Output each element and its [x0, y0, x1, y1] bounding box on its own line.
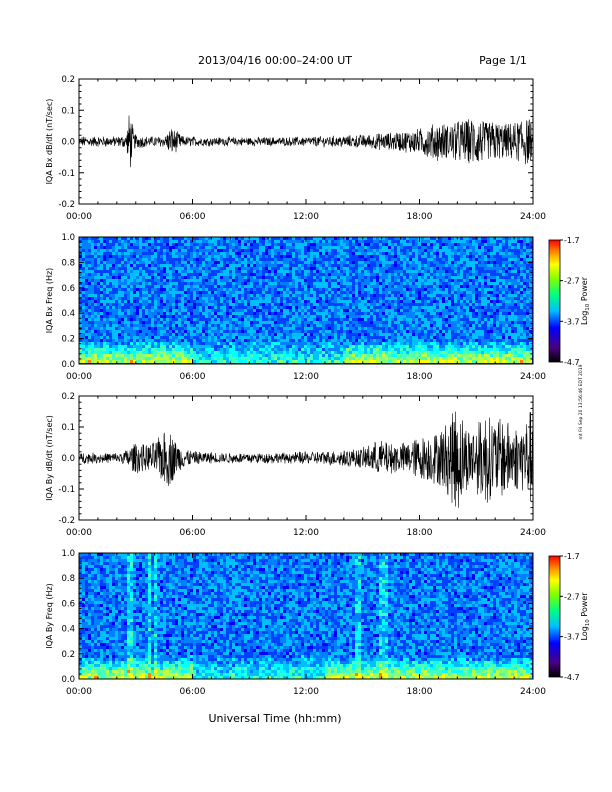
y-tick-label: 0.6 [61, 599, 75, 609]
colorbar-gradient [548, 239, 561, 363]
colorbar-label: Log10 Power [580, 276, 591, 325]
page-indicator: Page 1/1 [479, 54, 527, 67]
y-tick-label: 0.4 [61, 625, 75, 635]
figure-title: 2013/04/16 00:00–24:00 UT [198, 54, 352, 67]
colorbar-tick-label: -4.7 [564, 673, 580, 682]
colorbar-tick-label: -3.7 [564, 633, 580, 642]
colorbar-label-power: Power [580, 592, 589, 619]
x-tick-label: 18:00 [407, 687, 433, 697]
y-axis-label: IQA Bx dB/dt (nT/sec) [45, 99, 54, 185]
colorbar-label-sub: 10 [585, 619, 591, 626]
x-tick-label: 24:00 [520, 212, 546, 222]
y-axis-label: IQA By dB/dt (nT/sec) [45, 415, 54, 501]
y-tick-label: 0.2 [61, 650, 75, 660]
colorbar-label-power: Power [580, 276, 589, 303]
x-axis-label: Universal Time (hh:mm) [209, 712, 342, 725]
x-tick-label: 12:00 [293, 687, 319, 697]
y-tick-label: 0.0 [61, 138, 75, 148]
spectrogram-pixels [79, 553, 532, 679]
x-tick-label: 24:00 [520, 528, 546, 538]
colorbar-tick-label: -2.7 [564, 277, 580, 286]
colorbar-tick-label: -1.7 [564, 236, 580, 245]
y-axis-label: IQA Bx Freq (Hz) [45, 268, 54, 334]
x-tick-label: 00:00 [66, 528, 92, 538]
x-tick-label: 06:00 [180, 687, 206, 697]
y-tick-label: 0.0 [61, 360, 75, 370]
colorbar-label-log: Log [580, 626, 589, 640]
by-dbdt-panel: 00:00 06:00 12:00 18:00 24:00 0.2 0.1 0.0 -0.1 -0… [45, 392, 546, 538]
y-tick-label: -0.1 [58, 169, 75, 179]
x-tick-label: 24:00 [520, 372, 546, 382]
y-axis-label: IQA By Freq (Hz) [45, 583, 54, 649]
colorbar-tick-label: -2.7 [564, 592, 580, 601]
x-tick-label: 00:00 [66, 372, 92, 382]
colorbar-bx: -1.7 -2.7 -3.7 -4.7 Log10 Power [548, 236, 591, 367]
x-tick-label: 12:00 [293, 372, 319, 382]
colorbar-by: -1.7 -2.7 -3.7 -4.7 Log10 Power [548, 552, 591, 682]
colorbar-tick-label: -1.7 [564, 552, 580, 561]
x-tick-label: 12:00 [293, 212, 319, 222]
y-tick-label: -0.2 [58, 516, 75, 526]
x-tick-label: 18:00 [407, 372, 433, 382]
colorbar-gradient [548, 555, 561, 678]
y-tick-label: 0.2 [61, 335, 75, 345]
y-tick-label: 0.2 [61, 392, 75, 402]
y-tick-label: -0.1 [58, 485, 75, 495]
colorbar-label-log: Log [580, 311, 589, 325]
colorbar-tick-label: -3.7 [564, 317, 580, 326]
x-tick-label: 18:00 [407, 212, 433, 222]
colorbar-tick-label: -4.7 [564, 358, 580, 367]
bx-spectrogram-panel: 00:00 06:00 12:00 18:00 24:00 1.0 0.8 0.6 0.4 0.2… [45, 233, 546, 382]
y-tick-label: -0.2 [58, 200, 75, 210]
y-tick-label: 0.1 [61, 106, 75, 116]
colorbar-label: Log10 Power [580, 592, 591, 641]
x-tick-label: 12:00 [293, 528, 319, 538]
x-tick-label: 06:00 [180, 212, 206, 222]
x-tick-label: 00:00 [66, 212, 92, 222]
y-tick-label: 0.1 [61, 423, 75, 433]
spectrogram-pixels [79, 237, 532, 363]
y-tick-label: 0.0 [61, 675, 75, 685]
x-tick-label: 24:00 [520, 687, 546, 697]
bx-dbdt-panel: 00:00 06:00 12:00 18:00 24:00 0.2 0.1 0.0 -0.1 -0… [45, 75, 546, 222]
y-tick-label: 0.6 [61, 284, 75, 294]
y-tick-label: 1.0 [61, 233, 75, 243]
x-tick-label: 00:00 [66, 687, 92, 697]
y-tick-label: 0.8 [61, 258, 75, 268]
y-tick-label: 0.0 [61, 454, 75, 464]
y-tick-label: 1.0 [61, 549, 75, 559]
x-tick-label: 06:00 [180, 528, 206, 538]
x-tick-label: 18:00 [407, 528, 433, 538]
x-tick-label: 06:00 [180, 372, 206, 382]
generation-note: mt Fri Sep 20 13:56:46 EDT 2019 [578, 364, 584, 439]
colorbar-label-sub: 10 [585, 303, 591, 310]
by-spectrogram-panel: 00:00 06:00 12:00 18:00 24:00 1.0 0.8 0.6 0.4 0.2… [45, 549, 546, 697]
dbdt-trace [78, 115, 534, 168]
dbdt-trace [78, 411, 534, 508]
y-tick-label: 0.4 [61, 309, 75, 319]
y-tick-label: 0.8 [61, 574, 75, 584]
y-tick-label: 0.2 [61, 75, 75, 85]
